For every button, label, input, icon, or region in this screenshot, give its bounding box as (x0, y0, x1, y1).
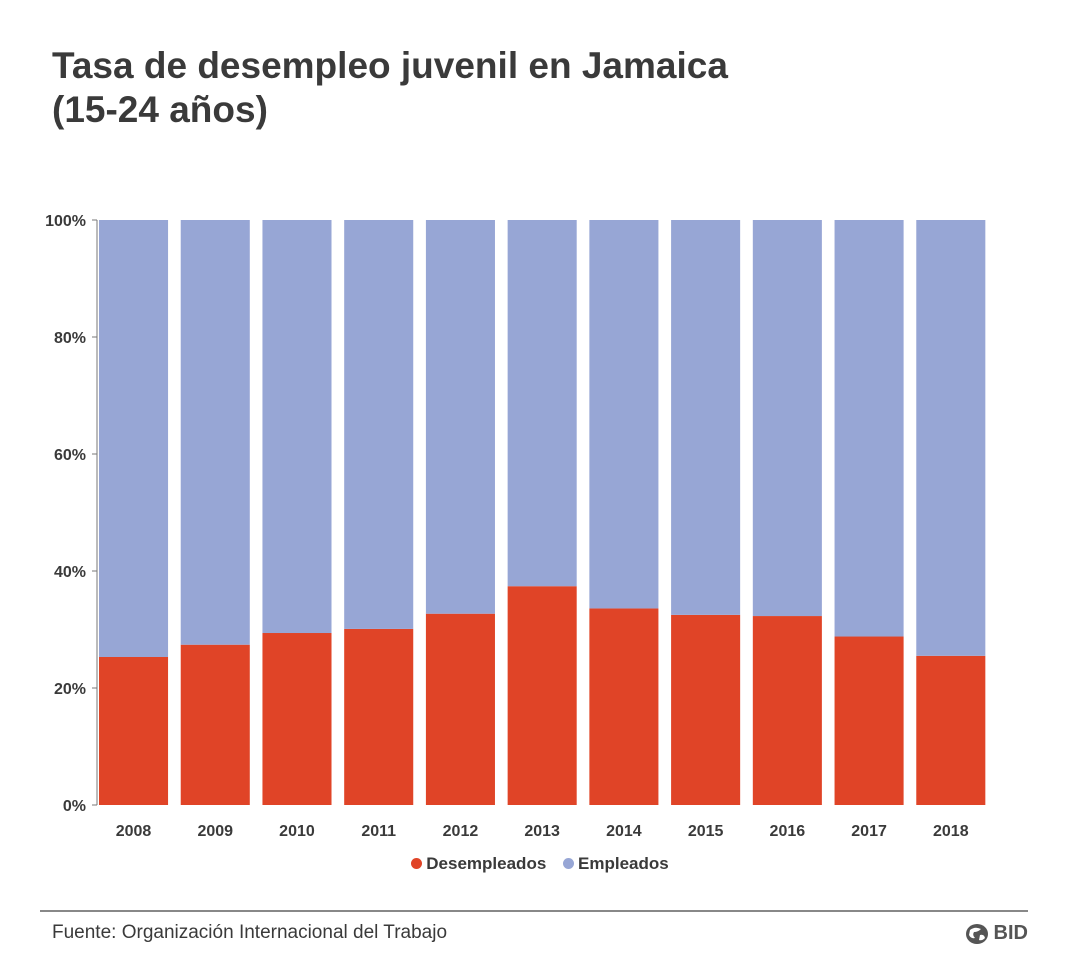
bar-desempleados-2018 (916, 655, 986, 805)
bid-logo: BID (965, 922, 1028, 945)
bar-desempleados-2016 (752, 616, 822, 805)
bar-empleados-2013 (507, 220, 577, 587)
bar-desempleados-2011 (344, 628, 414, 805)
legend-item-desempleados: Desempleados (411, 854, 546, 874)
y-tick-label: 20% (54, 681, 86, 698)
chart-title: Tasa de desempleo juvenil en Jamaica (15… (52, 44, 728, 132)
bar-empleados-2015 (671, 220, 741, 615)
y-tick-label: 40% (54, 564, 86, 581)
bar-desempleados-2010 (262, 633, 332, 805)
y-tick-label: 100% (45, 213, 86, 230)
bid-logo-text: BID (993, 922, 1028, 944)
bar-desempleados-2008 (99, 656, 169, 805)
bar-desempleados-2014 (589, 608, 659, 805)
bar-desempleados-2017 (834, 636, 904, 805)
x-tick-label: 2010 (279, 823, 315, 840)
bar-empleados-2008 (99, 220, 169, 657)
x-tick-label: 2016 (770, 823, 806, 840)
y-tick-label: 0% (63, 798, 86, 815)
legend-item-empleados: Empleados (563, 854, 669, 874)
x-tick-label: 2018 (933, 823, 969, 840)
x-tick-label: 2012 (443, 823, 479, 840)
x-tick-label: 2008 (116, 823, 152, 840)
bar-desempleados-2012 (425, 613, 495, 805)
bar-empleados-2017 (834, 220, 904, 637)
legend-label-desempleados: Desempleados (426, 854, 547, 873)
x-tick-label: 2009 (197, 823, 233, 840)
y-tick-label: 60% (54, 447, 86, 464)
x-tick-label: 2014 (606, 823, 642, 840)
legend-label-empleados: Empleados (578, 854, 669, 873)
bar-empleados-2009 (180, 220, 250, 645)
bar-empleados-2010 (262, 220, 332, 634)
x-tick-label: 2017 (851, 823, 887, 840)
bar-empleados-2018 (916, 220, 986, 656)
bar-empleados-2016 (752, 220, 822, 617)
bar-desempleados-2009 (180, 644, 250, 805)
x-tick-label: 2011 (361, 823, 396, 840)
bid-globe-icon (965, 923, 988, 944)
legend-swatch-desempleados (411, 858, 423, 870)
chart-title-line-2: (15-24 años) (52, 89, 268, 130)
x-tick-label: 2015 (688, 823, 724, 840)
y-tick-label: 80% (54, 330, 86, 347)
bar-desempleados-2015 (671, 614, 741, 805)
footer-divider (40, 910, 1028, 912)
bar-empleados-2012 (425, 220, 495, 614)
bar-desempleados-2013 (507, 586, 577, 805)
source-note: Fuente: Organización Internacional del T… (52, 922, 448, 943)
bar-empleados-2011 (344, 220, 414, 629)
x-tick-label: 2013 (524, 823, 560, 840)
chart-legend: Desempleados Empleados (0, 854, 1080, 874)
chart-title-line-1: Tasa de desempleo juvenil en Jamaica (52, 45, 728, 86)
legend-swatch-empleados (563, 858, 575, 870)
stacked-bar-chart: 0% 20% 40% 60% 80% 100% 2008 2009 2010 2011 2012 20… (45, 213, 986, 840)
bar-empleados-2014 (589, 220, 659, 609)
